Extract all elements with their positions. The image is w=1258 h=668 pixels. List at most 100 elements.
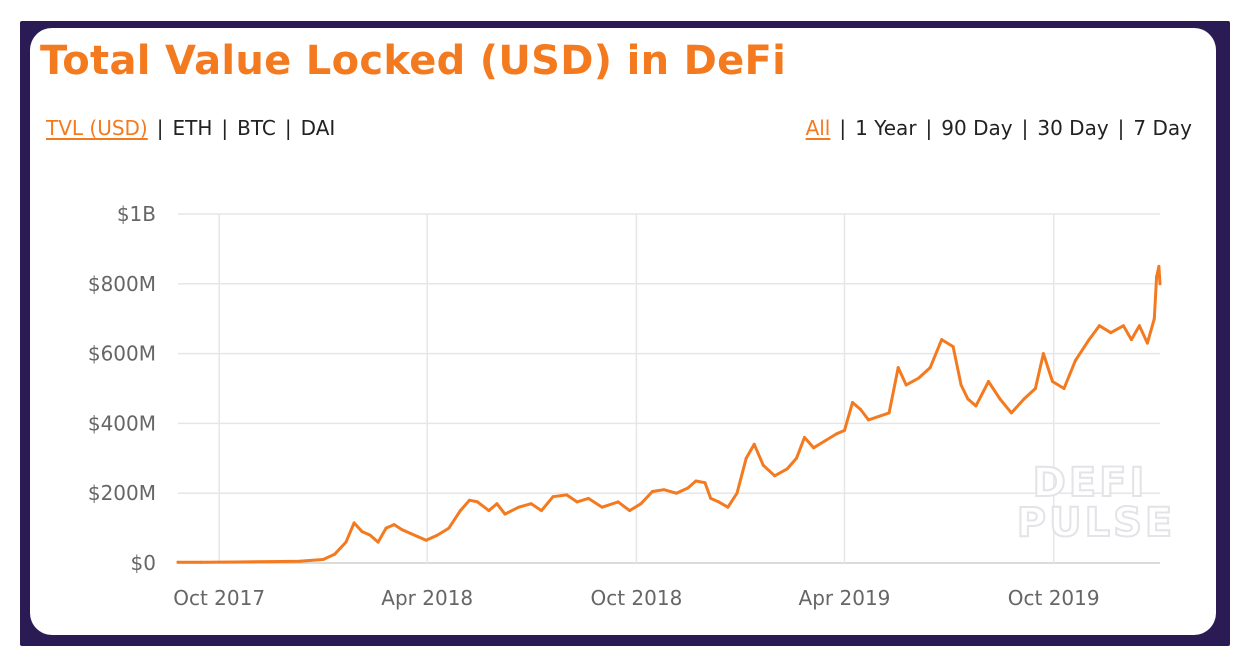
x-tick-label: Oct 2019 bbox=[1008, 586, 1100, 610]
data-point bbox=[974, 404, 978, 408]
x-tick-label: Oct 2017 bbox=[173, 586, 265, 610]
data-point bbox=[297, 559, 301, 563]
data-point bbox=[650, 490, 654, 493]
data-point bbox=[436, 533, 439, 537]
option-7-day[interactable]: 7 Day bbox=[1133, 116, 1192, 140]
data-point bbox=[1041, 352, 1045, 356]
data-point bbox=[600, 505, 604, 509]
data-point bbox=[1157, 264, 1161, 268]
x-tick-label: Apr 2018 bbox=[381, 586, 473, 610]
grid bbox=[178, 213, 1160, 564]
data-point bbox=[803, 435, 806, 439]
option-tvl-usd[interactable]: TVL (USD) bbox=[46, 116, 148, 140]
y-tick-label: $600M bbox=[88, 342, 156, 366]
data-point bbox=[744, 456, 748, 460]
separator: | bbox=[284, 116, 292, 140]
watermark-line2: PULSE bbox=[1017, 500, 1175, 546]
data-point bbox=[1062, 387, 1066, 390]
data-point bbox=[639, 502, 643, 506]
data-point bbox=[376, 540, 380, 544]
data-point bbox=[917, 376, 921, 380]
data-point bbox=[823, 439, 827, 443]
data-point bbox=[987, 380, 990, 383]
data-point bbox=[400, 528, 404, 532]
data-point bbox=[321, 558, 325, 561]
data-point bbox=[726, 505, 730, 509]
option-eth[interactable]: ETH bbox=[172, 116, 213, 140]
data-point bbox=[951, 345, 955, 349]
y-tick-label: $400M bbox=[88, 411, 156, 435]
data-point bbox=[540, 509, 543, 513]
option-all[interactable]: All bbox=[805, 116, 831, 140]
data-point bbox=[368, 533, 372, 537]
data-point bbox=[703, 481, 707, 485]
y-tick-label: $800M bbox=[88, 272, 156, 296]
data-point bbox=[408, 531, 412, 535]
y-tick-label: $1B bbox=[117, 202, 156, 226]
data-point bbox=[752, 442, 756, 446]
data-point bbox=[843, 428, 846, 432]
data-point bbox=[709, 496, 713, 500]
data-point bbox=[1073, 359, 1077, 363]
data-point bbox=[384, 526, 388, 530]
data-point bbox=[867, 418, 870, 422]
data-point bbox=[458, 509, 462, 513]
option-90-day[interactable]: 90 Day bbox=[941, 116, 1013, 140]
data-point bbox=[795, 456, 798, 460]
data-point bbox=[835, 432, 838, 436]
data-point bbox=[1033, 387, 1037, 390]
option-1-year[interactable]: 1 Year bbox=[855, 116, 917, 140]
data-point bbox=[565, 493, 569, 497]
data-point bbox=[812, 446, 816, 450]
data-point bbox=[447, 526, 451, 530]
data-point bbox=[503, 512, 507, 516]
data-point bbox=[628, 509, 632, 513]
option-dai[interactable]: DAI bbox=[300, 116, 336, 140]
data-point bbox=[694, 479, 698, 483]
data-point bbox=[233, 560, 237, 564]
option-30-day[interactable]: 30 Day bbox=[1037, 116, 1109, 140]
data-point bbox=[269, 560, 273, 564]
data-point bbox=[199, 560, 203, 564]
data-point bbox=[487, 509, 491, 513]
data-point bbox=[735, 491, 739, 495]
separator: | bbox=[156, 116, 164, 140]
separator: | bbox=[1021, 116, 1029, 140]
data-point bbox=[476, 500, 479, 504]
data-point bbox=[176, 560, 180, 564]
data-point bbox=[662, 488, 666, 492]
data-point bbox=[333, 552, 337, 556]
option-btc[interactable]: BTC bbox=[237, 116, 276, 140]
metric-selector: TVL (USD) | ETH | BTC | DAI bbox=[46, 116, 335, 140]
data-point bbox=[1009, 411, 1013, 415]
data-point bbox=[887, 411, 891, 415]
data-point bbox=[352, 521, 356, 525]
data-point bbox=[517, 505, 521, 509]
data-point bbox=[416, 535, 420, 539]
series-line-0 bbox=[176, 264, 1162, 564]
data-point bbox=[1129, 338, 1133, 342]
data-point bbox=[575, 500, 579, 504]
data-point bbox=[1145, 341, 1149, 345]
data-point bbox=[773, 474, 777, 478]
separator: | bbox=[925, 116, 933, 140]
data-point bbox=[392, 523, 396, 527]
chart-card bbox=[30, 28, 1216, 635]
data-point bbox=[1087, 338, 1091, 342]
data-point bbox=[959, 383, 963, 387]
watermark-line1: DEFI bbox=[1033, 460, 1148, 506]
data-point bbox=[966, 397, 970, 401]
data-point bbox=[529, 502, 533, 506]
defi-pulse-watermark: DEFI PULSE bbox=[1016, 459, 1175, 547]
data-point bbox=[1155, 275, 1159, 279]
data-point bbox=[360, 530, 364, 534]
data-point bbox=[1097, 324, 1101, 328]
data-point bbox=[1137, 324, 1141, 328]
data-point bbox=[877, 414, 881, 418]
data-point bbox=[616, 500, 620, 504]
data-point bbox=[998, 397, 1002, 401]
separator: | bbox=[221, 116, 229, 140]
axes: $0 $200M $400M $600M $800M $1B Oct 2017 Apr 201… bbox=[88, 202, 1100, 610]
data-point bbox=[1051, 380, 1054, 383]
